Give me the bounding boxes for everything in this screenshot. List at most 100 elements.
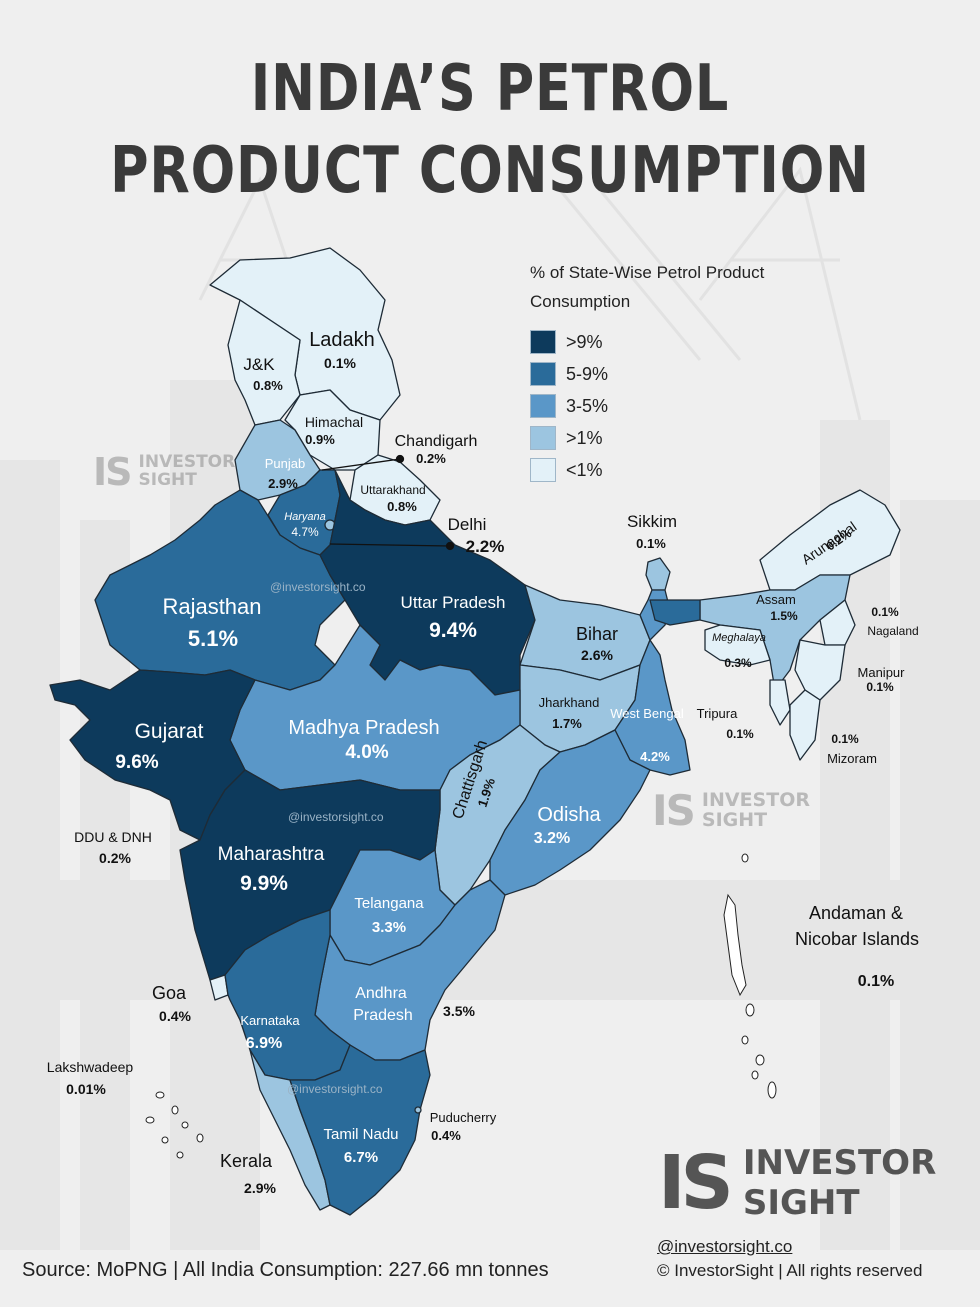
value-bihar: 2.6% bbox=[581, 647, 613, 663]
legend-item: <1% bbox=[530, 454, 850, 486]
value-madhya-pradesh: 4.0% bbox=[345, 742, 388, 763]
label-gujarat: Gujarat bbox=[135, 720, 204, 743]
label-jharkhand: Jharkhand bbox=[539, 695, 600, 710]
label-bihar: Bihar bbox=[576, 624, 618, 644]
legend-item: 5-9% bbox=[530, 358, 850, 390]
label-karnataka: Karnataka bbox=[240, 1013, 300, 1028]
value-andaman: 0.1% bbox=[858, 973, 894, 990]
label-andhra-pradesh: Andhra bbox=[355, 985, 407, 1002]
value-uttar-pradesh: 9.4% bbox=[429, 619, 477, 642]
value-andhra-pradesh: 3.5% bbox=[443, 1003, 475, 1019]
title-line-1: INDIA’S PETROL bbox=[250, 52, 730, 126]
region-tamil-nadu[interactable] bbox=[289, 1044, 431, 1216]
lakshadweep-islands bbox=[145, 1091, 204, 1159]
value-goa: 0.4% bbox=[159, 1008, 191, 1024]
map-url-watermark-1: @investorsight.co bbox=[270, 580, 366, 594]
legend-label: 5-9% bbox=[566, 363, 609, 384]
page-title: INDIA’S PETROL PRODUCT CONSUMPTION bbox=[88, 48, 892, 212]
value-manipur: 0.1% bbox=[866, 680, 894, 694]
label-andaman-line1: Andaman & bbox=[809, 903, 903, 923]
value-chandigarh: 0.2% bbox=[416, 451, 446, 466]
label-nagaland: Nagaland bbox=[867, 624, 918, 638]
value-assam: 1.5% bbox=[770, 609, 798, 623]
value-rajasthan: 5.1% bbox=[188, 626, 238, 651]
watermark-line2: SIGHT bbox=[701, 808, 768, 831]
label-meghalaya: Meghalaya bbox=[712, 632, 766, 644]
label-manipur: Manipur bbox=[858, 665, 906, 680]
legend-swatch bbox=[530, 426, 556, 450]
label-ladakh: Ladakh bbox=[309, 329, 375, 351]
value-meghalaya: 0.3% bbox=[724, 656, 752, 670]
label-assam: Assam bbox=[756, 592, 796, 607]
legend-label: 3-5% bbox=[566, 395, 609, 416]
label-ddu-dnh: DDU & DNH bbox=[74, 829, 152, 845]
value-sikkim: 0.1% bbox=[636, 536, 666, 551]
value-telangana: 3.3% bbox=[372, 919, 406, 936]
value-lakshwadeep: 0.01% bbox=[66, 1081, 106, 1097]
watermark-line2: SIGHT bbox=[138, 470, 197, 490]
value-kerala: 2.9% bbox=[244, 1180, 276, 1196]
watermark-line1: INVESTOR bbox=[701, 788, 810, 811]
region-mizoram[interactable] bbox=[789, 689, 821, 761]
label-andaman-line2: Nicobar Islands bbox=[795, 929, 919, 949]
label-jk: J&K bbox=[243, 355, 275, 374]
legend-list: >9% 5-9% 3-5% >1% <1% bbox=[530, 326, 850, 486]
value-haryana: 4.7% bbox=[291, 525, 319, 539]
brand-logo-mark: IS bbox=[658, 1140, 734, 1226]
value-himachal: 0.9% bbox=[305, 432, 335, 447]
legend-label: <1% bbox=[566, 459, 603, 480]
legend-swatch bbox=[530, 330, 556, 354]
value-mizoram: 0.1% bbox=[831, 732, 859, 746]
value-puducherry: 0.4% bbox=[431, 1128, 461, 1143]
watermark-logo-right: IS INVESTOR SIGHT bbox=[652, 786, 810, 835]
label-punjab: Punjab bbox=[265, 456, 305, 471]
label-west-bengal: West Bengal bbox=[610, 706, 684, 721]
value-ladakh: 0.1% bbox=[324, 355, 356, 371]
watermark-logo-left: IS INVESTOR SIGHT bbox=[93, 450, 235, 494]
legend-item: >1% bbox=[530, 422, 850, 454]
region-puducherry[interactable] bbox=[414, 1106, 422, 1114]
label-uttar-pradesh: Uttar Pradesh bbox=[401, 593, 506, 612]
region-karnataka[interactable] bbox=[224, 909, 351, 1081]
value-karnataka: 6.9% bbox=[246, 1035, 282, 1052]
legend-label: >1% bbox=[566, 427, 603, 448]
label-tamil-nadu: Tamil Nadu bbox=[323, 1126, 398, 1143]
label-kerala: Kerala bbox=[220, 1151, 273, 1171]
region-sikkim[interactable] bbox=[645, 557, 671, 591]
brand-logo-text: INVESTOR SIGHT bbox=[743, 1143, 936, 1223]
region-west-bengal[interactable] bbox=[614, 589, 691, 776]
region-meghalaya[interactable] bbox=[704, 624, 771, 666]
watermark-logo-text: INVESTOR SIGHT bbox=[701, 788, 810, 831]
label-delhi: Delhi bbox=[448, 515, 487, 534]
label-andhra-pradesh-2: Pradesh bbox=[353, 1007, 413, 1024]
label-himachal: Himachal bbox=[305, 414, 363, 430]
legend: % of State-Wise Petrol Product Consumpti… bbox=[530, 258, 850, 486]
legend-item: 3-5% bbox=[530, 390, 850, 422]
brand-logo: IS INVESTOR SIGHT bbox=[658, 1140, 936, 1226]
value-punjab: 2.9% bbox=[268, 476, 298, 491]
region-gujarat[interactable] bbox=[49, 669, 256, 841]
legend-item: >9% bbox=[530, 326, 850, 358]
label-madhya-pradesh: Madhya Pradesh bbox=[288, 717, 439, 739]
region-tripura[interactable] bbox=[769, 679, 791, 726]
watermark-logo-text: INVESTOR SIGHT bbox=[138, 453, 236, 490]
value-uttarakhand: 0.8% bbox=[387, 499, 417, 514]
value-tamil-nadu: 6.7% bbox=[344, 1149, 378, 1166]
label-mizoram: Mizoram bbox=[827, 751, 877, 766]
region-manipur[interactable] bbox=[794, 639, 846, 701]
label-sikkim: Sikkim bbox=[627, 512, 677, 531]
legend-label: >9% bbox=[566, 331, 603, 352]
region-nagaland[interactable] bbox=[819, 599, 856, 646]
map-url-watermark-3: @investorsight.co bbox=[287, 1082, 383, 1096]
label-odisha: Odisha bbox=[537, 804, 601, 826]
social-handle-link[interactable]: @investorsight.co bbox=[657, 1237, 793, 1256]
region-odisha[interactable] bbox=[489, 729, 651, 896]
title-line-2: PRODUCT CONSUMPTION bbox=[110, 134, 870, 208]
brand-line1: INVESTOR bbox=[742, 1143, 937, 1183]
map-url-watermark-2: @investorsight.co bbox=[288, 810, 384, 824]
label-tripura: Tripura bbox=[697, 706, 738, 721]
region-north-bengal-strip bbox=[649, 599, 701, 626]
watermark-logo-mark: IS bbox=[652, 786, 696, 835]
legend-swatch bbox=[530, 394, 556, 418]
legend-swatch bbox=[530, 458, 556, 482]
